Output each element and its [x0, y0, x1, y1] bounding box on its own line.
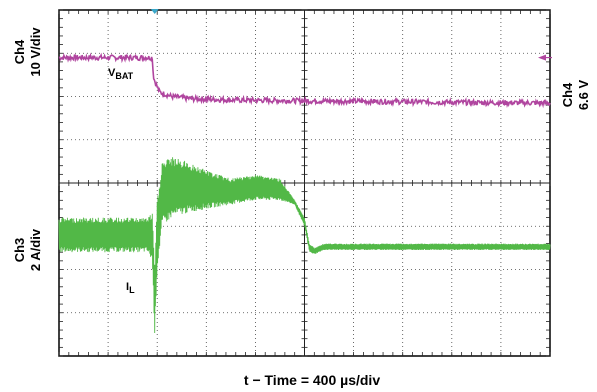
grid: [58, 9, 551, 357]
vbat-trace-group: [58, 52, 551, 109]
x-axis-label: t − Time = 400 µs/div: [244, 372, 380, 388]
ch4-offset-label: 6.6 V: [576, 79, 591, 110]
il-trace: [58, 157, 551, 334]
ch4-scale-label: 10 V/div: [28, 27, 43, 77]
ch3-channel-label: Ch3: [12, 238, 27, 263]
ch3-scale-label: 2 A/div: [28, 228, 43, 271]
il-label: IL: [126, 281, 135, 295]
il-trace-group: [58, 157, 551, 334]
markers: [150, 9, 552, 61]
trigger-marker: [150, 9, 159, 14]
ch4-channel-label: Ch4: [12, 39, 27, 64]
vbat-trace: [58, 52, 551, 109]
il-label-main: I: [126, 281, 129, 293]
vbat-label: VBAT: [108, 67, 134, 81]
ch4-right-channel-label: Ch4: [560, 82, 575, 107]
il-label-sub: L: [129, 285, 135, 295]
vbat-label-main: V: [108, 67, 116, 79]
vbat-label-sub: BAT: [115, 71, 133, 81]
ch4-level-marker: [538, 54, 546, 61]
